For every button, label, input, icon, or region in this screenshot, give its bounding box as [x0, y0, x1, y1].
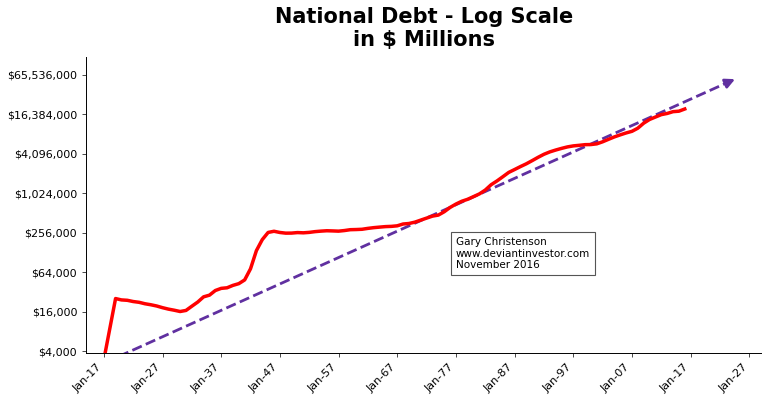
- Text: Gary Christenson
www.deviantinvestor.com
November 2016: Gary Christenson www.deviantinvestor.com…: [456, 237, 590, 270]
- Title: National Debt - Log Scale
in $ Millions: National Debt - Log Scale in $ Millions: [274, 7, 573, 50]
